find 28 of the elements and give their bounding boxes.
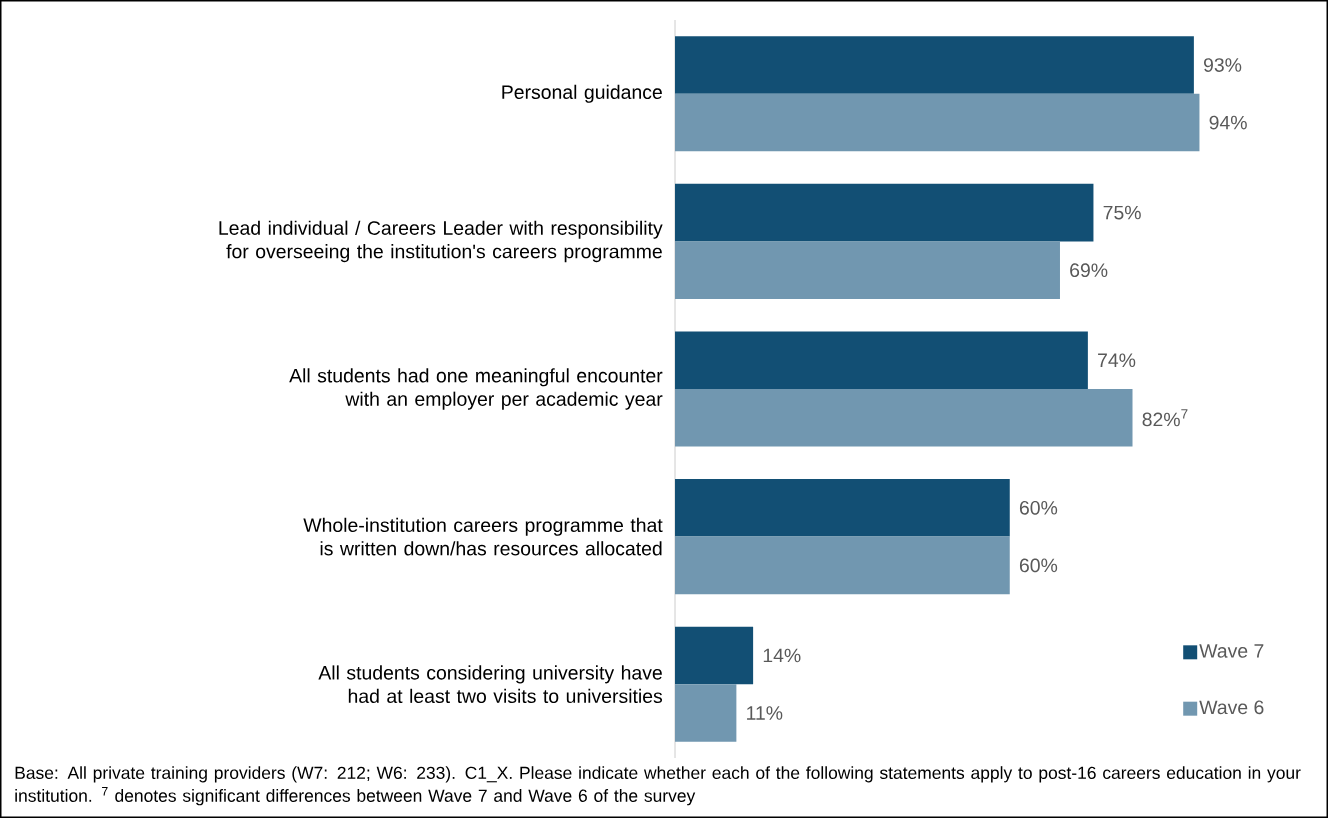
bar: [675, 241, 1060, 299]
legend-label: Wave 6: [1199, 700, 1264, 715]
data-label: 82%$^{7}$: [1142, 409, 1188, 427]
data-label: 11%: [747, 706, 783, 720]
legend-label: Wave 7: [1199, 644, 1264, 658]
data-label: 75%: [1103, 205, 1141, 220]
data-label: 93%: [1203, 58, 1242, 72]
y-tick-label: All students had one meaningful encounter with an employer per academic year: [289, 368, 663, 410]
data-label: 69%: [1070, 263, 1108, 278]
bar: [675, 626, 754, 685]
bar: [675, 536, 1010, 595]
text: Base: All private training providers (W7: 212; W6: 233). C1_X. Please indicate whether each of the following statements apply to post-16 careers education in your institution. $^{7}$ denotes significant differences between Wave 7 and Wave 6 of the survey: [15, 766, 1301, 806]
data-label: 94%: [1209, 115, 1247, 130]
data-label: 74%: [1098, 353, 1136, 368]
bar: [675, 389, 1133, 447]
bar: [675, 93, 1200, 152]
bar: [675, 183, 1094, 242]
bar: [675, 36, 1194, 94]
y-tick-label: All students considering university have had at least two visits to universities: [318, 665, 663, 704]
data-label: 60%: [1019, 500, 1058, 515]
y-tick-label: Lead individual / Careers Leader with responsibility for overseeing the institution's careers programme: [219, 220, 663, 263]
data-label: 14%: [763, 648, 801, 663]
data-label: 60%: [1019, 558, 1058, 573]
y-tick-label: Personal guidance: [502, 84, 662, 103]
bar: [675, 479, 1010, 537]
bar: [675, 331, 1088, 389]
y-tick-label: Whole-institution careers programme that is written down/has resources allocated: [303, 517, 663, 556]
bar: [675, 684, 737, 742]
